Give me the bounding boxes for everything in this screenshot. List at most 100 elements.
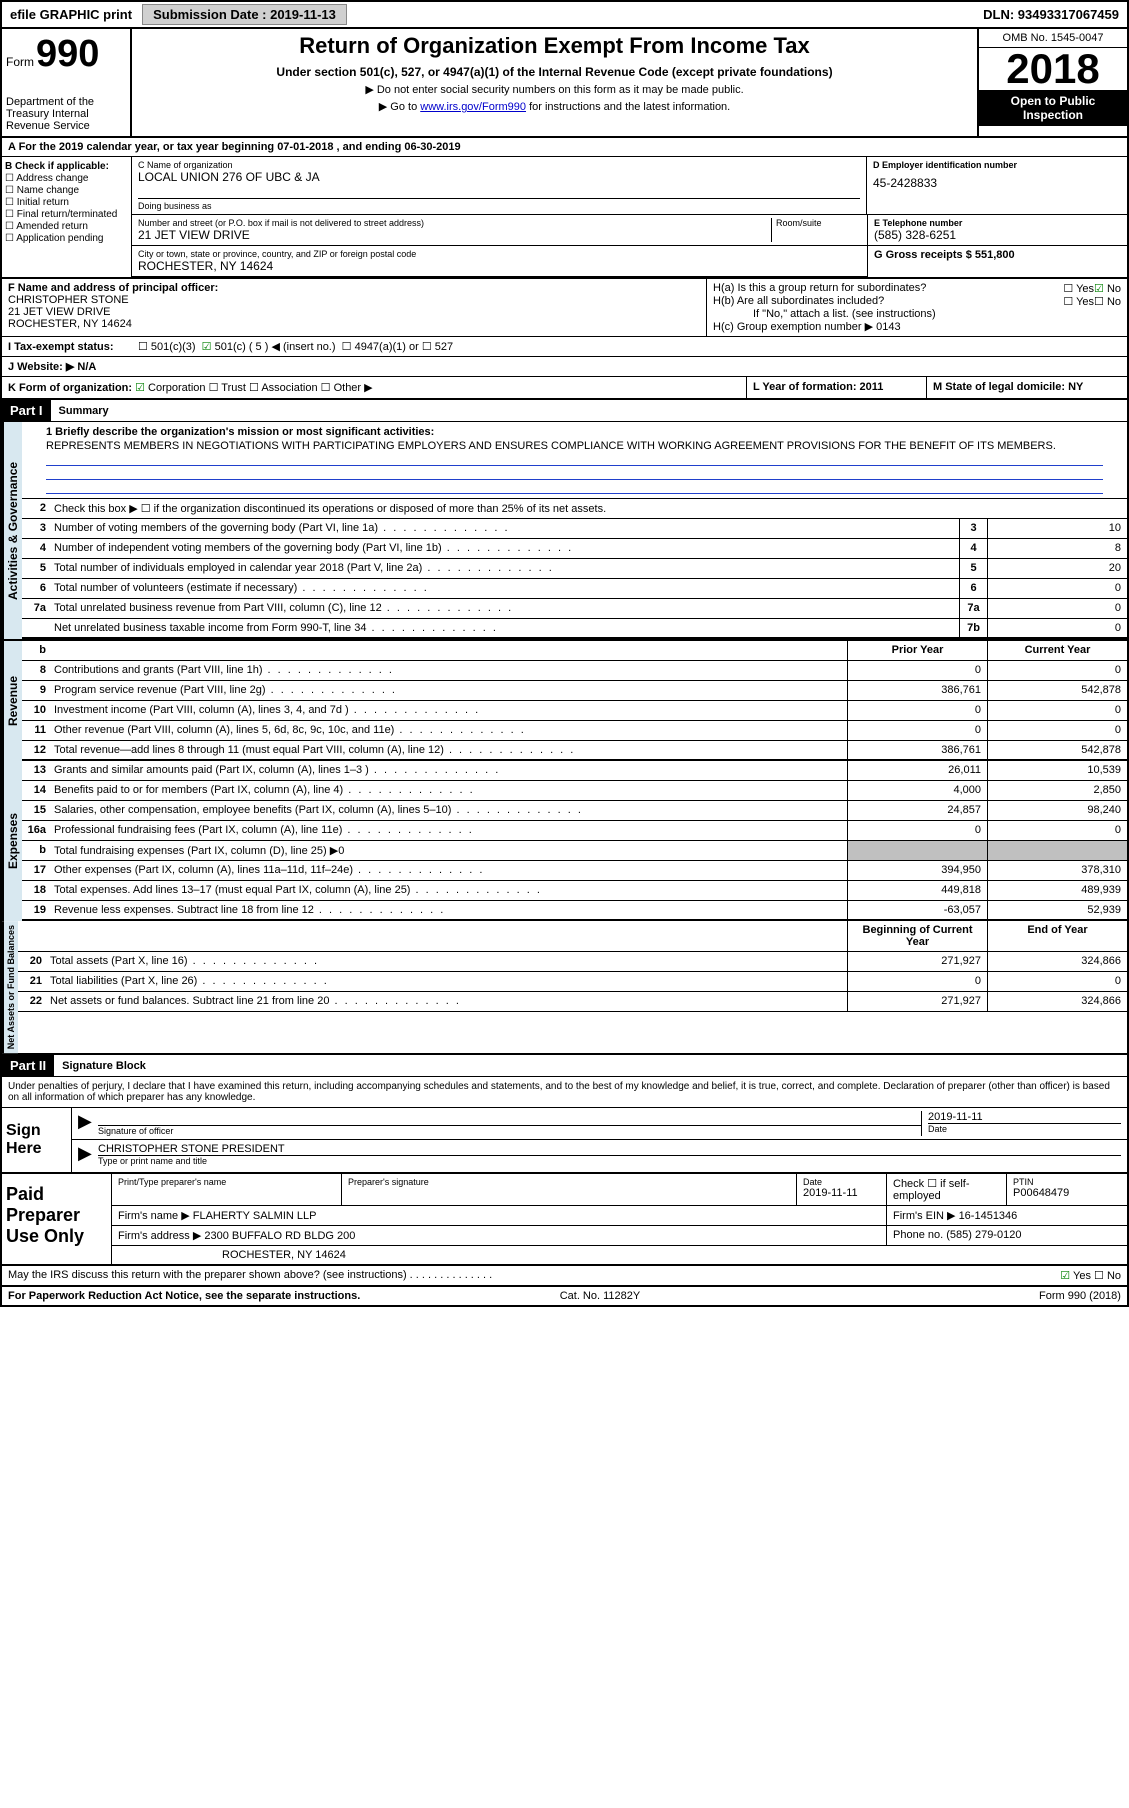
line-desc: Net assets or fund balances. Subtract li… — [46, 992, 847, 1011]
discuss-yes[interactable]: Yes — [1060, 1270, 1091, 1282]
ha-yes[interactable]: Yes — [1063, 282, 1094, 295]
mission-text: REPRESENTS MEMBERS IN NEGOTIATIONS WITH … — [46, 440, 1103, 452]
firm-ein-value: 16-1451346 — [959, 1210, 1018, 1222]
header-center: Return of Organization Exempt From Incom… — [132, 29, 977, 136]
arrow-icon: ▶ — [78, 1111, 98, 1136]
d-ein-label: D Employer identification number — [873, 160, 1121, 170]
prep-sig-label: Preparer's signature — [348, 1177, 790, 1187]
line-desc: Total assets (Part X, line 16) — [46, 952, 847, 971]
column-b: B Check if applicable: Address change Na… — [2, 157, 132, 277]
phone-value: (585) 328-6251 — [874, 228, 1121, 242]
prior-value: 386,761 — [847, 681, 987, 700]
ha-label: H(a) Is this a group return for subordin… — [713, 282, 1063, 295]
table-row: 17Other expenses (Part IX, column (A), l… — [22, 861, 1127, 881]
c-name-label: C Name of organization — [138, 160, 860, 170]
firm-phone-label: Phone no. — [893, 1229, 943, 1241]
current-value: 0 — [987, 701, 1127, 720]
k-corp[interactable]: Corporation — [135, 382, 205, 394]
street-label: Number and street (or P.O. box if mail i… — [138, 218, 771, 228]
line-num: 8 — [22, 661, 50, 680]
line-box: 3 — [959, 519, 987, 538]
org-name: LOCAL UNION 276 OF UBC & JA — [138, 170, 860, 184]
current-value: 0 — [987, 821, 1127, 840]
i-4947[interactable]: 4947(a)(1) or — [342, 340, 419, 353]
line-desc: Total unrelated business revenue from Pa… — [50, 599, 959, 618]
current-value: 0 — [987, 972, 1127, 991]
vlabel-expenses: Expenses — [2, 761, 22, 921]
line-value: 0 — [987, 579, 1127, 598]
line-desc: Net unrelated business taxable income fr… — [50, 619, 959, 637]
ha-no[interactable]: No — [1094, 282, 1121, 295]
efile-label: efile GRAPHIC print — [2, 4, 140, 25]
officer-city: ROCHESTER, NY 14624 — [8, 318, 700, 330]
preparer-name-field[interactable] — [118, 1187, 335, 1201]
officer-typed-name: CHRISTOPHER STONE PRESIDENT — [98, 1143, 1121, 1155]
line-num: 17 — [22, 861, 50, 880]
begin-year-header: Beginning of Current Year — [847, 921, 987, 951]
line-desc: Number of voting members of the governin… — [50, 519, 959, 538]
line-desc: Number of independent voting members of … — [50, 539, 959, 558]
line-num: 18 — [22, 881, 50, 900]
table-row: 12Total revenue—add lines 8 through 11 (… — [22, 741, 1127, 761]
type-name-label: Type or print name and title — [98, 1155, 1121, 1166]
k-assoc[interactable]: Association — [249, 382, 318, 394]
line-desc: Benefits paid to or for members (Part IX… — [50, 781, 847, 800]
i-501c3[interactable]: 501(c)(3) — [138, 340, 196, 353]
table-row: 10Investment income (Part VIII, column (… — [22, 701, 1127, 721]
discuss-no[interactable]: No — [1094, 1270, 1121, 1282]
i-label: I Tax-exempt status: — [8, 341, 138, 353]
current-value: 98,240 — [987, 801, 1127, 820]
part1-header-row: Part I Summary — [2, 400, 1127, 422]
street-value: 21 JET VIEW DRIVE — [138, 228, 771, 242]
discuss-question: May the IRS discuss this return with the… — [8, 1269, 492, 1282]
prior-value: 271,927 — [847, 952, 987, 971]
check-initial-return[interactable]: Initial return — [5, 197, 128, 208]
prep-date-label: Date — [803, 1177, 880, 1187]
sign-here-label: Sign Here — [2, 1108, 72, 1172]
period-row: A For the 2019 calendar year, or tax yea… — [2, 138, 1127, 157]
line-desc: Contributions and grants (Part VIII, lin… — [50, 661, 847, 680]
check-name-change[interactable]: Name change — [5, 185, 128, 196]
check-self-employed[interactable]: Check ☐ if self-employed — [887, 1174, 1007, 1205]
firm-name-value: FLAHERTY SALMIN LLP — [193, 1210, 317, 1222]
signature-field[interactable] — [98, 1111, 921, 1125]
irs-link[interactable]: www.irs.gov/Form990 — [420, 101, 526, 113]
table-row: 5Total number of individuals employed in… — [22, 559, 1127, 579]
table-row: 11Other revenue (Part VIII, column (A), … — [22, 721, 1127, 741]
header-left: Form 990 Department of the Treasury Inte… — [2, 29, 132, 136]
check-application-pending[interactable]: Application pending — [5, 233, 128, 244]
main-title: Return of Organization Exempt From Incom… — [138, 33, 971, 59]
line-num: 5 — [22, 559, 50, 578]
rule-line — [46, 480, 1103, 494]
table-row: 19Revenue less expenses. Subtract line 1… — [22, 901, 1127, 921]
k-other[interactable]: Other ▶ — [321, 382, 373, 394]
ein-value: 45-2428833 — [873, 176, 1121, 190]
table-row: 4Number of independent voting members of… — [22, 539, 1127, 559]
line-box: 6 — [959, 579, 987, 598]
current-value: 52,939 — [987, 901, 1127, 919]
i-527[interactable]: 527 — [422, 340, 453, 353]
i-501c[interactable]: 501(c) ( 5 ) ◀ (insert no.) — [202, 340, 336, 353]
penalties-text: Under penalties of perjury, I declare th… — [2, 1077, 1127, 1108]
line-num: 12 — [22, 741, 50, 759]
hb-yes[interactable]: Yes — [1063, 295, 1094, 308]
table-row: 15Salaries, other compensation, employee… — [22, 801, 1127, 821]
form-header: Form 990 Department of the Treasury Inte… — [2, 29, 1127, 138]
line-num: 7a — [22, 599, 50, 618]
k-trust[interactable]: Trust — [209, 382, 246, 394]
department-label: Department of the Treasury Internal Reve… — [6, 96, 126, 132]
submission-date-button[interactable]: Submission Date : 2019-11-13 — [142, 4, 347, 25]
firm-city-value: ROCHESTER, NY 14624 — [112, 1246, 1127, 1264]
current-value: 378,310 — [987, 861, 1127, 880]
line-desc: Grants and similar amounts paid (Part IX… — [50, 761, 847, 780]
check-final-return[interactable]: Final return/terminated — [5, 209, 128, 220]
hb-no[interactable]: No — [1094, 295, 1121, 308]
check-address-change[interactable]: Address change — [5, 173, 128, 184]
table-row: 18Total expenses. Add lines 13–17 (must … — [22, 881, 1127, 901]
check-amended-return[interactable]: Amended return — [5, 221, 128, 232]
print-name-label: Print/Type preparer's name — [118, 1177, 335, 1187]
line-desc: Professional fundraising fees (Part IX, … — [50, 821, 847, 840]
line-desc: Total revenue—add lines 8 through 11 (mu… — [50, 741, 847, 759]
line-num: 9 — [22, 681, 50, 700]
firm-addr-value: 2300 BUFFALO RD BLDG 200 — [204, 1230, 355, 1242]
